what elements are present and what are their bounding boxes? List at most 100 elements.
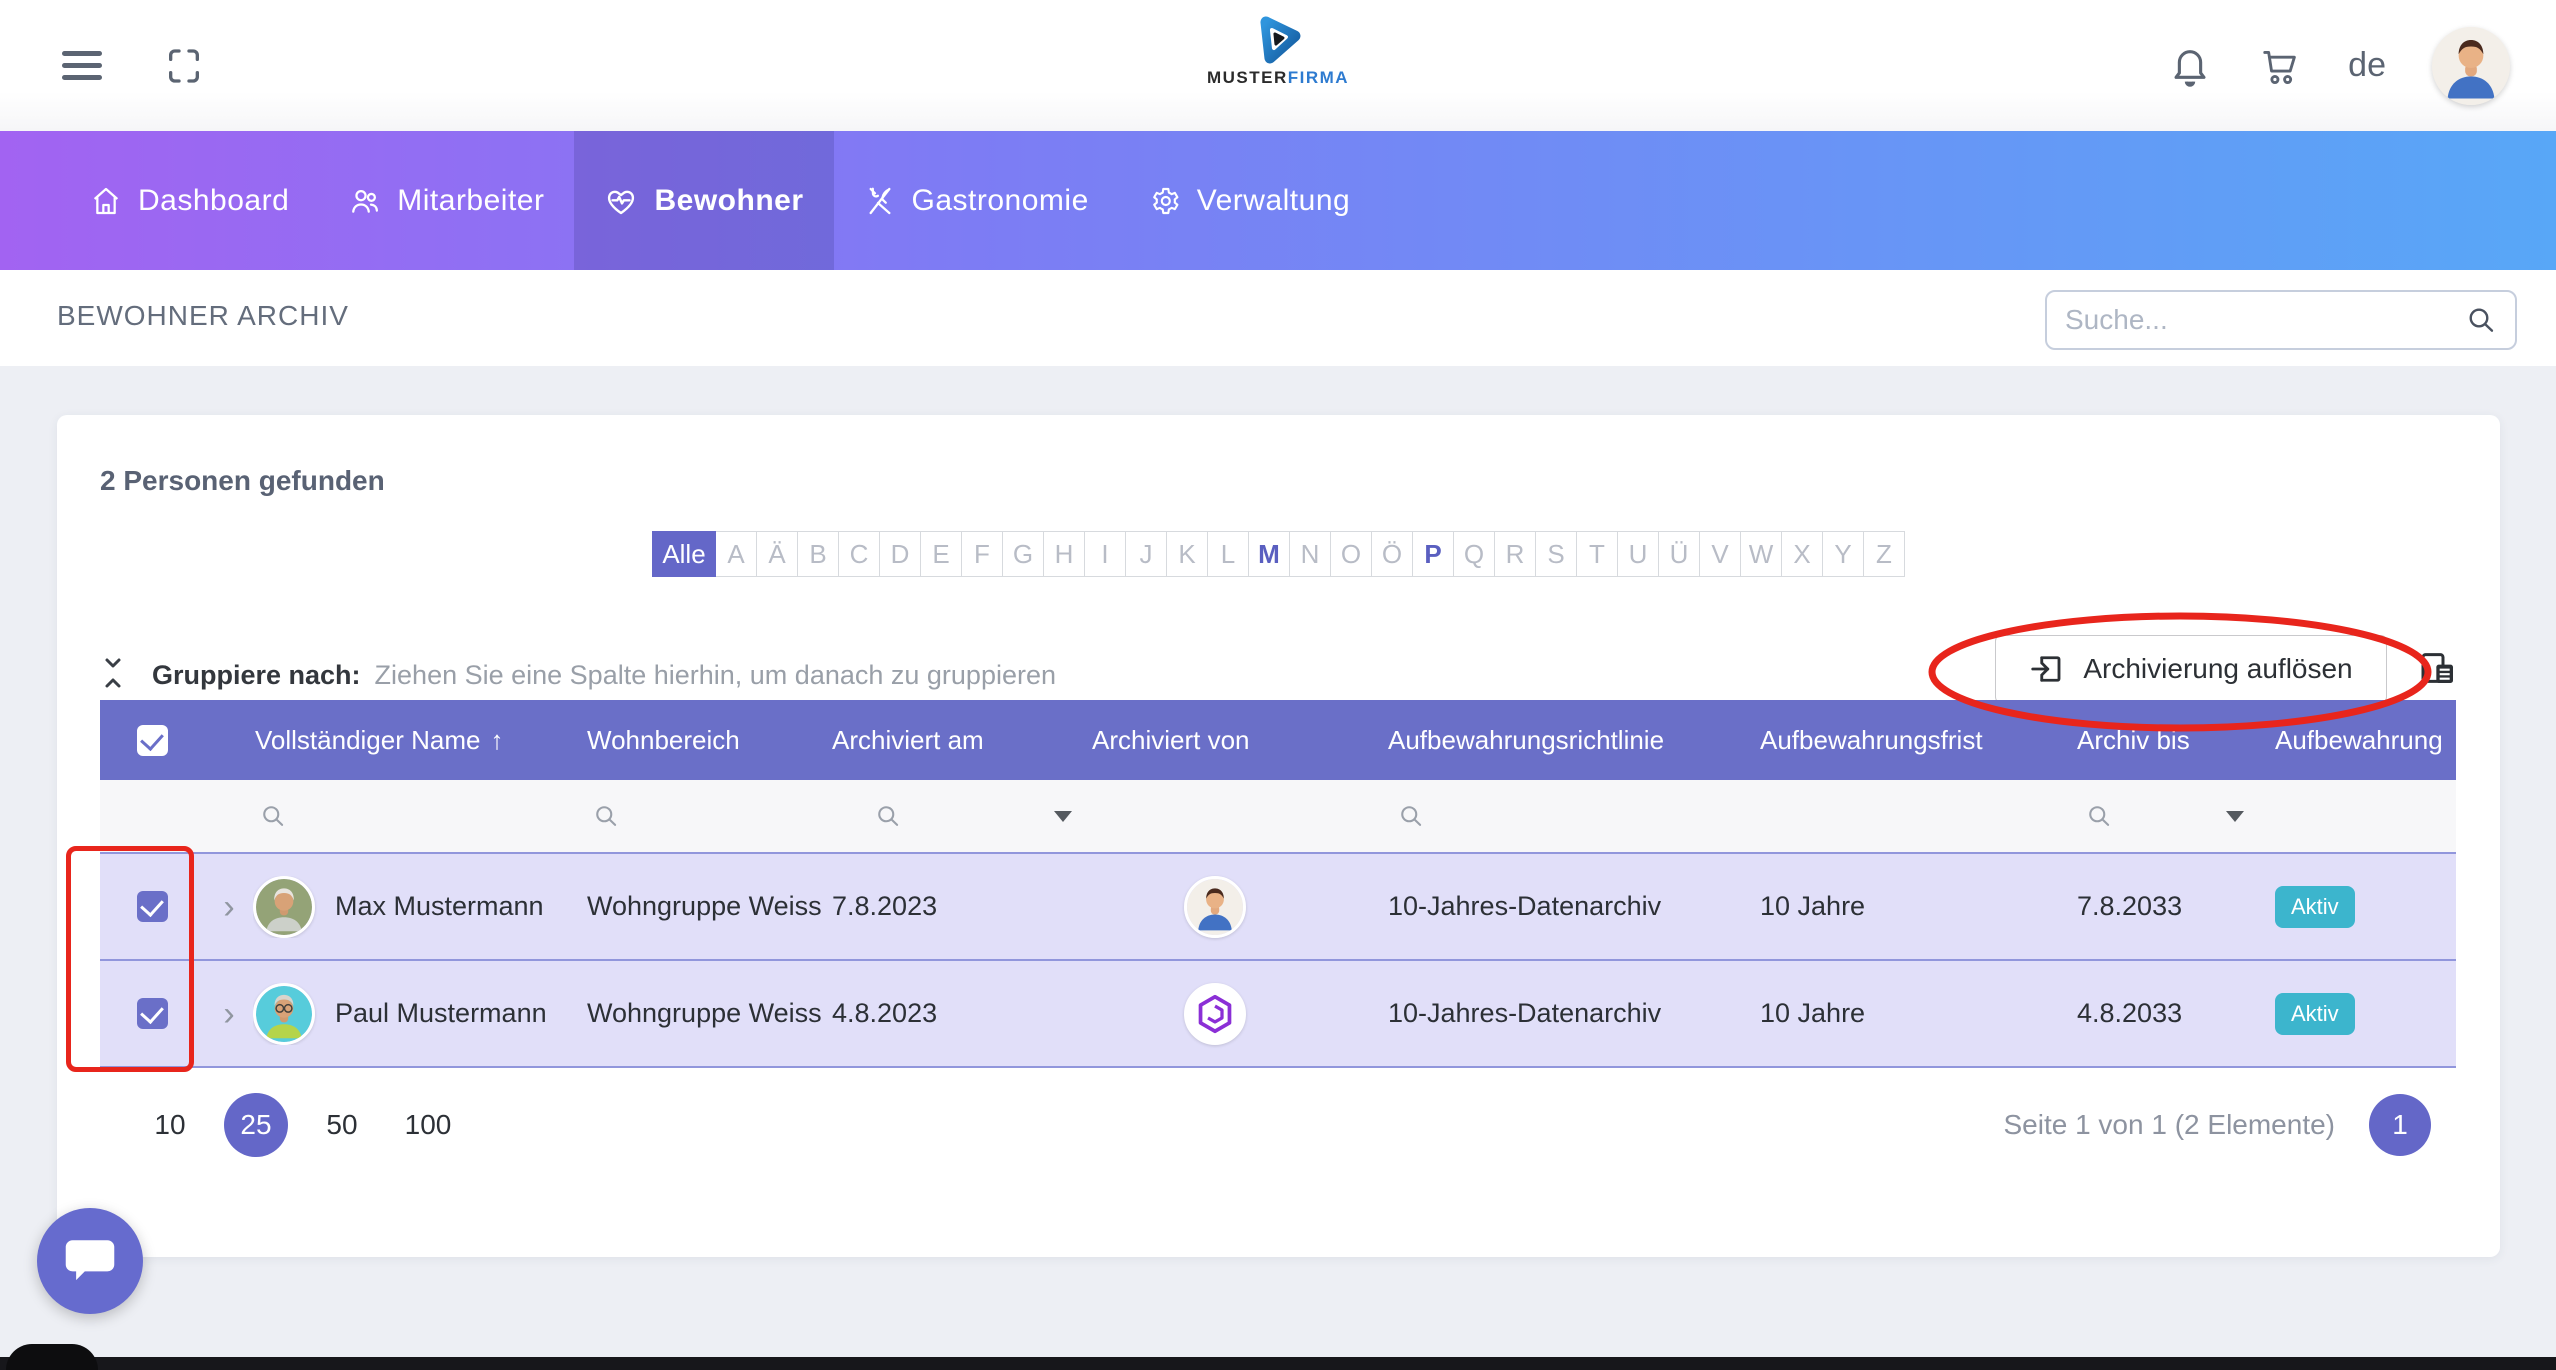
archiviert-von-cell: [1090, 875, 1340, 938]
table-row[interactable]: › Paul Mustermann Wohngruppe Weiss 4.8.2…: [100, 961, 2456, 1068]
alphabet-letter[interactable]: Q: [1454, 531, 1495, 577]
select-all-checkbox[interactable]: [137, 724, 168, 756]
resident-name: Max Mustermann: [335, 891, 544, 921]
search-input[interactable]: [2065, 304, 2465, 336]
alphabet-letter[interactable]: H: [1044, 531, 1085, 577]
language-selector[interactable]: de: [2348, 46, 2386, 84]
alphabet-letter[interactable]: C: [839, 531, 880, 577]
alphabet-letter[interactable]: M: [1249, 531, 1290, 577]
filter-archiv-bis[interactable]: [2075, 780, 2270, 852]
alphabet-letter[interactable]: X: [1782, 531, 1823, 577]
alphabet-letter[interactable]: Z: [1864, 531, 1905, 577]
column-header-archiviert-am[interactable]: Archiviert am: [832, 724, 984, 755]
chat-widget-button[interactable]: [37, 1208, 143, 1314]
filter-richtlinie[interactable]: [1340, 780, 1758, 852]
page-size-25[interactable]: 25: [224, 1093, 288, 1157]
alphabet-letter[interactable]: F: [962, 531, 1003, 577]
archived-by-company-logo: [1184, 982, 1246, 1045]
nav-item-gastronomie[interactable]: Gastronomie: [834, 131, 1119, 270]
bottom-corner-shape: [6, 1344, 98, 1370]
column-header-archiviert-von[interactable]: Archiviert von: [1092, 724, 1250, 755]
richtlinie-cell: 10-Jahres-Datenarchiv: [1388, 891, 1662, 921]
filter-name[interactable]: [253, 780, 585, 852]
filter-wohnbereich[interactable]: [585, 780, 830, 852]
alphabet-letter[interactable]: I: [1085, 531, 1126, 577]
resident-name-cell: Max Mustermann: [253, 875, 585, 938]
nav-item-verwaltung[interactable]: Verwaltung: [1119, 131, 1380, 270]
alphabet-letter[interactable]: D: [880, 531, 921, 577]
alphabet-letter[interactable]: G: [1003, 531, 1044, 577]
page-number-button[interactable]: 1: [2369, 1094, 2431, 1156]
shopping-cart-icon[interactable]: [2258, 44, 2302, 88]
column-header-frist[interactable]: Aufbewahrungsfrist: [1760, 724, 1983, 755]
alphabet-filter-all[interactable]: Alle: [652, 531, 716, 577]
filter-dropdown-caret[interactable]: [2226, 810, 2244, 822]
column-header-richtlinie[interactable]: Aufbewahrungsrichtlinie: [1388, 724, 1665, 755]
column-header-aufbewahrung[interactable]: Aufbewahrung: [2275, 724, 2443, 755]
alphabet-letter[interactable]: Ü: [1659, 531, 1700, 577]
filter-search-icon: [596, 806, 617, 826]
archiviert-von-cell: [1090, 982, 1340, 1045]
richtlinie-cell: 10-Jahres-Datenarchiv: [1388, 998, 1662, 1028]
notifications-bell-icon[interactable]: [2168, 44, 2212, 88]
alphabet-letter[interactable]: N: [1290, 531, 1331, 577]
resident-name: Paul Mustermann: [335, 998, 547, 1028]
alphabet-letter[interactable]: K: [1167, 531, 1208, 577]
filter-archiviert-am[interactable]: [830, 780, 1090, 852]
nav-item-dashboard[interactable]: Dashboard: [60, 131, 319, 270]
alphabet-letter[interactable]: J: [1126, 531, 1167, 577]
user-avatar[interactable]: [2432, 26, 2510, 105]
alphabet-letter[interactable]: U: [1618, 531, 1659, 577]
table-row[interactable]: › Max Mustermann Wohngruppe Weiss 7.8.20…: [100, 854, 2456, 961]
archiviert-am-cell: 4.8.2023: [832, 998, 938, 1028]
alphabet-letter[interactable]: Ä: [757, 531, 798, 577]
column-chooser-icon[interactable]: [2415, 645, 2461, 691]
group-by-label: Gruppiere nach:: [152, 660, 361, 690]
alphabet-letter[interactable]: E: [921, 531, 962, 577]
chat-bubble-icon: [65, 1240, 115, 1281]
archive-restore-icon: [2031, 656, 2061, 682]
filter-search-icon: [2089, 806, 2110, 826]
alphabet-letter[interactable]: O: [1331, 531, 1372, 577]
collapse-group-panel-icon[interactable]: [100, 654, 126, 697]
alphabet-letter[interactable]: L: [1208, 531, 1249, 577]
alphabet-letter[interactable]: S: [1536, 531, 1577, 577]
resident-name-cell: Paul Mustermann: [253, 982, 585, 1045]
alphabet-letter[interactable]: P: [1413, 531, 1454, 577]
archived-by-user-avatar: [1184, 875, 1246, 938]
alphabet-letter[interactable]: B: [798, 531, 839, 577]
expand-row-icon[interactable]: ›: [223, 887, 235, 926]
row-checkbox[interactable]: [137, 998, 168, 1029]
page-size-10[interactable]: 10: [154, 1109, 186, 1140]
home-icon: [93, 187, 119, 214]
expand-row-icon[interactable]: ›: [223, 994, 235, 1033]
alphabet-letter[interactable]: T: [1577, 531, 1618, 577]
alphabet-letter[interactable]: A: [716, 531, 757, 577]
search-icon[interactable]: [2465, 304, 2497, 336]
alphabet-letter[interactable]: Ö: [1372, 531, 1413, 577]
page-size-50[interactable]: 50: [326, 1109, 358, 1140]
alphabet-letter[interactable]: V: [1700, 531, 1741, 577]
bottom-screen-edge: [0, 1357, 2556, 1370]
alphabet-letter[interactable]: R: [1495, 531, 1536, 577]
column-header-archiv-bis[interactable]: Archiv bis: [2077, 724, 2190, 755]
fullscreen-icon[interactable]: [162, 44, 206, 88]
page-size-100[interactable]: 100: [404, 1109, 452, 1140]
page-title: BEWOHNER ARCHIV: [57, 300, 349, 331]
filter-dropdown-caret[interactable]: [1054, 810, 1072, 822]
archive-table: Vollständiger Name ↑ Wohnbereich Archivie…: [100, 700, 2456, 1068]
company-logo[interactable]: MUSTERFIRMA: [1207, 14, 1349, 88]
nav-item-mitarbeiter[interactable]: Mitarbeiter: [319, 131, 574, 270]
alphabet-letter[interactable]: Y: [1823, 531, 1864, 577]
nav-item-bewohner[interactable]: Bewohner: [574, 131, 834, 270]
archiv-bis-cell: 7.8.2033: [2077, 891, 2183, 921]
row-checkbox[interactable]: [137, 891, 168, 922]
resident-photo: [253, 982, 315, 1045]
wohnbereich-cell: Wohngruppe Weiss: [587, 891, 822, 921]
column-header-name[interactable]: Vollständiger Name ↑: [255, 724, 504, 755]
hamburger-menu-icon[interactable]: [60, 44, 104, 88]
column-header-wohnbereich[interactable]: Wohnbereich: [587, 724, 740, 755]
alphabet-letter[interactable]: W: [1741, 531, 1782, 577]
unarchive-button[interactable]: Archivierung auflösen: [1995, 635, 2387, 703]
status-badge: Aktiv: [2275, 992, 2355, 1035]
